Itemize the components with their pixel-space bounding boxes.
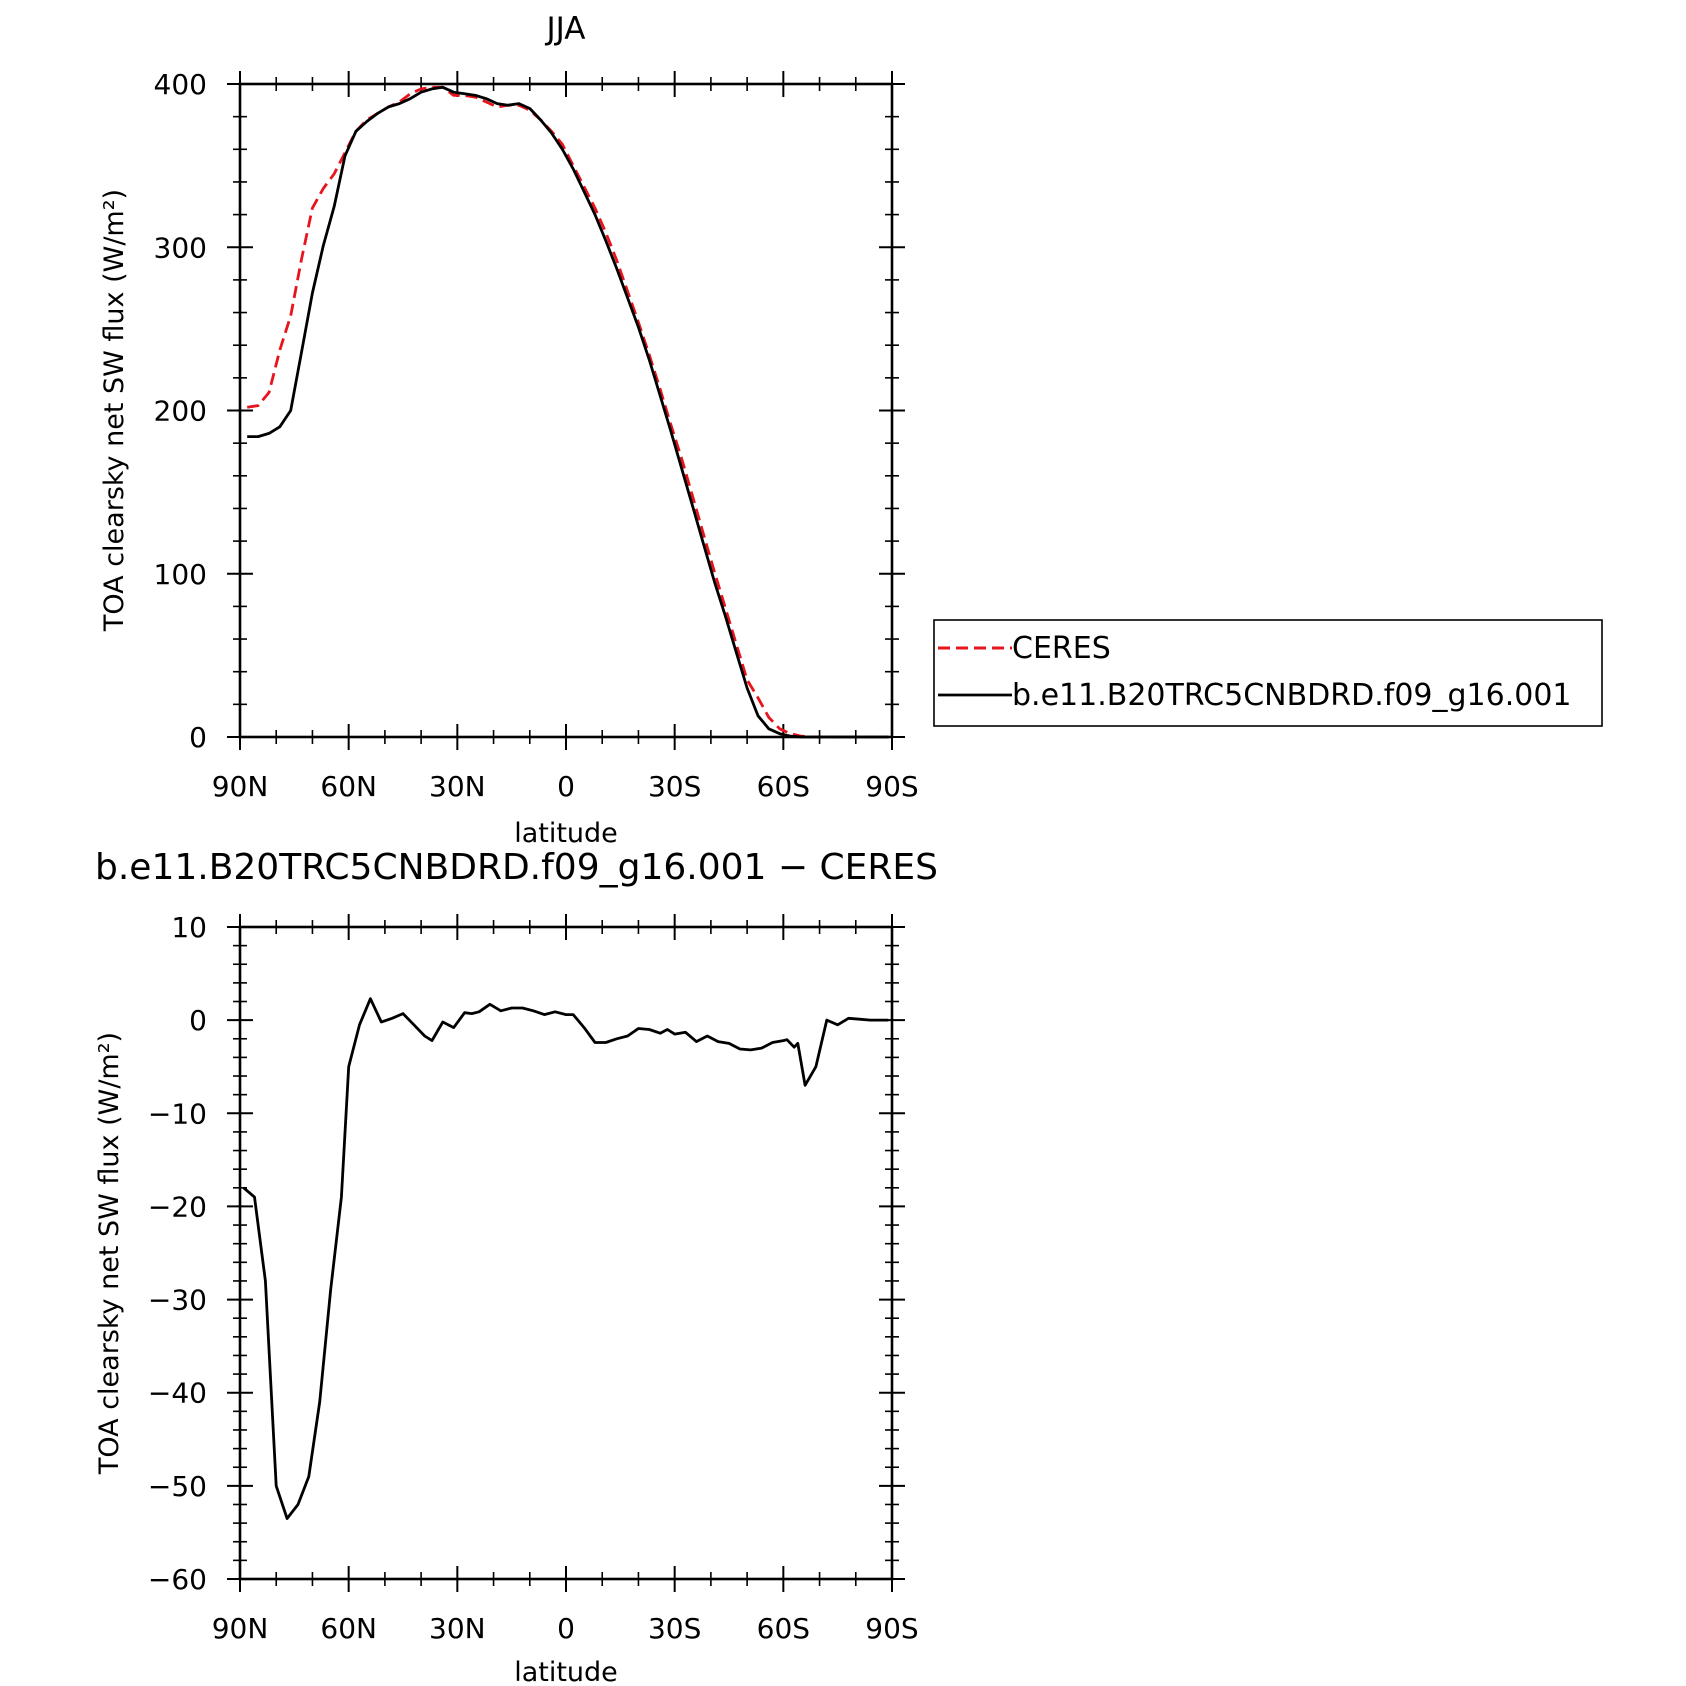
bottom-x-tick-label: 30N <box>429 1612 486 1645</box>
bottom-y-tick-label: 0 <box>189 1004 207 1037</box>
top-y-tick-label: 0 <box>189 721 207 754</box>
bottom-y-tick-label: 10 <box>171 911 207 944</box>
top-y-tick-label: 100 <box>154 558 207 591</box>
bottom-series-layer <box>242 997 889 1520</box>
top-x-tick-label: 60N <box>320 770 377 803</box>
bottom-y-tick-label: −30 <box>148 1284 207 1317</box>
bottom-x-axis-label: latitude <box>514 1657 618 1686</box>
bottom-tick-labels: 90N 60N 30N 0 30S 60S 90S 10 0 −10 −20 −30 −40 −50 −60 <box>148 911 919 1645</box>
top-ceres-line <box>246 85 889 739</box>
top-x-tick-label: 60S <box>757 770 810 803</box>
bottom-x-tick-label: 60N <box>320 1612 377 1645</box>
top-y-axis-label: TOA clearsky net SW flux (W/m²) <box>99 189 130 632</box>
top-x-tick-label: 30S <box>648 770 701 803</box>
bottom-panel: b.e11.B20TRC5CNBDRD.f09_g16.001 − CERES … <box>94 847 938 1686</box>
bottom-x-tick-label: 60S <box>757 1612 810 1645</box>
top-tick-labels: 90N 60N 30N 0 30S 60S 90S 0 100 200 300 400 <box>154 68 919 803</box>
bottom-x-tick-label: 90S <box>865 1612 918 1645</box>
top-plot-frame <box>238 82 894 739</box>
top-y-tick-label: 400 <box>154 68 207 101</box>
top-model-line <box>247 85 889 739</box>
top-x-tick-label: 90N <box>212 770 269 803</box>
legend-label-ceres: CERES <box>1012 631 1111 666</box>
bottom-y-axis-label: TOA clearsky net SW flux (W/m²) <box>94 1032 125 1475</box>
bottom-x-tick-label: 30S <box>648 1612 701 1645</box>
bottom-y-tick-label: −50 <box>148 1470 207 1503</box>
legend-label-model: b.e11.B20TRC5CNBDRD.f09_g16.001 <box>1012 678 1572 713</box>
bottom-y-tick-label: −20 <box>148 1190 207 1223</box>
legend: CERES b.e11.B20TRC5CNBDRD.f09_g16.001 <box>933 619 1603 727</box>
top-x-tick-label: 0 <box>557 770 575 803</box>
top-series-layer <box>246 85 889 739</box>
top-chart-title: JJA <box>545 11 586 47</box>
top-x-tick-label: 90S <box>865 770 918 803</box>
bottom-x-tick-label: 90N <box>212 1612 269 1645</box>
top-x-tick-label: 30N <box>429 770 486 803</box>
bottom-chart-title: b.e11.B20TRC5CNBDRD.f09_g16.001 − CERES <box>95 847 938 888</box>
bottom-y-tick-label: −60 <box>148 1563 207 1596</box>
top-panel: JJA 90N 60N 30N 0 30S 60S 90S 0 100 200 300 400 lat… <box>99 11 1603 849</box>
bottom-plot-frame <box>238 925 894 1581</box>
top-x-axis-label: latitude <box>514 818 618 849</box>
top-tick-marks <box>227 71 905 750</box>
top-y-tick-label: 200 <box>154 395 207 428</box>
bottom-difference-line <box>242 997 889 1520</box>
legend-frame <box>933 619 1603 727</box>
bottom-y-tick-label: −10 <box>148 1097 207 1130</box>
top-y-tick-label: 300 <box>154 231 207 264</box>
bottom-y-tick-label: −40 <box>148 1377 207 1410</box>
bottom-x-tick-label: 0 <box>557 1612 575 1645</box>
